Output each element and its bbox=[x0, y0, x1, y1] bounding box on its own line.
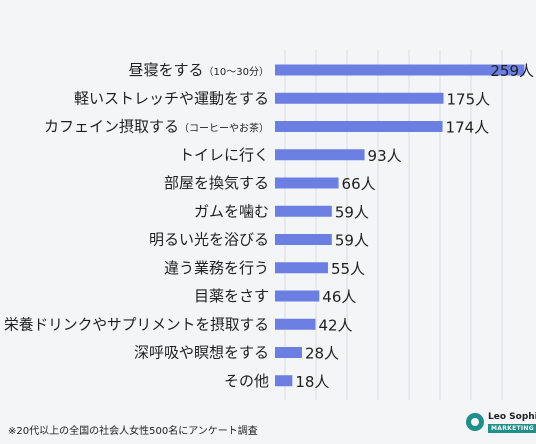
value-label: 59人 bbox=[335, 203, 369, 221]
bar bbox=[275, 262, 328, 274]
category-label: 目薬をさす bbox=[194, 287, 269, 305]
category-label: 栄養ドリンクやサプリメントを摂取する bbox=[4, 315, 269, 333]
category-label: 違う業務を行う bbox=[164, 259, 269, 277]
logo-icon bbox=[466, 413, 484, 431]
bar bbox=[275, 121, 443, 132]
bar bbox=[275, 149, 365, 161]
bar bbox=[275, 205, 332, 217]
value-label: 66人 bbox=[342, 175, 376, 193]
category-label: 深呼吸や瞑想をする bbox=[134, 344, 269, 362]
bar bbox=[275, 177, 339, 189]
bar bbox=[275, 64, 525, 76]
category-label: ガムを噛む bbox=[194, 202, 269, 220]
category-label: 部屋を換気する bbox=[164, 174, 269, 192]
category-label: 明るい光を浴びる bbox=[149, 231, 269, 249]
category-label: 軽いストレッチや運動をする bbox=[74, 89, 269, 107]
category-label: トイレに行く bbox=[179, 146, 269, 164]
category-label: 昼寝をする（10〜30分） bbox=[129, 61, 269, 79]
bar bbox=[275, 92, 444, 104]
value-label: 59人 bbox=[335, 232, 369, 250]
value-label: 174人 bbox=[446, 119, 490, 137]
value-label: 46人 bbox=[322, 288, 356, 306]
logo-name: Leo Sophia bbox=[488, 412, 536, 422]
bar bbox=[275, 347, 302, 358]
category-label: その他 bbox=[224, 372, 269, 390]
value-label: 18人 bbox=[295, 373, 329, 391]
value-label: 93人 bbox=[368, 147, 402, 165]
value-label: 175人 bbox=[447, 90, 491, 108]
footnote: ※20代以上の全国の社会人女性500名にアンケート調査 bbox=[8, 426, 258, 437]
value-label: 42人 bbox=[318, 316, 352, 334]
value-label: 259人 bbox=[490, 62, 534, 80]
brand-logo: Leo Sophia MARKETING bbox=[466, 411, 536, 437]
bar bbox=[275, 375, 293, 387]
value-label: 28人 bbox=[305, 345, 339, 363]
bar bbox=[275, 318, 316, 330]
category-label: カフェイン摂取する（コーヒーやお茶） bbox=[44, 118, 269, 136]
bar bbox=[275, 290, 320, 302]
value-label: 55人 bbox=[331, 260, 365, 278]
bar bbox=[275, 234, 332, 245]
logo-tag: MARKETING bbox=[488, 424, 536, 433]
